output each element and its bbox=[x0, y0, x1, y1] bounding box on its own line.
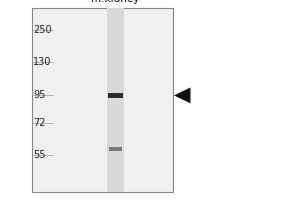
Text: 250: 250 bbox=[33, 25, 52, 35]
Text: 130: 130 bbox=[33, 57, 51, 67]
Text: m.kidney: m.kidney bbox=[91, 0, 140, 4]
Bar bbox=[109, 147, 122, 151]
Polygon shape bbox=[174, 87, 190, 103]
Text: 55: 55 bbox=[33, 150, 46, 160]
Text: 72: 72 bbox=[33, 118, 46, 128]
Bar bbox=[32, 8, 172, 192]
Bar bbox=[107, 8, 124, 192]
Text: 95: 95 bbox=[33, 90, 45, 100]
Bar bbox=[108, 93, 123, 98]
